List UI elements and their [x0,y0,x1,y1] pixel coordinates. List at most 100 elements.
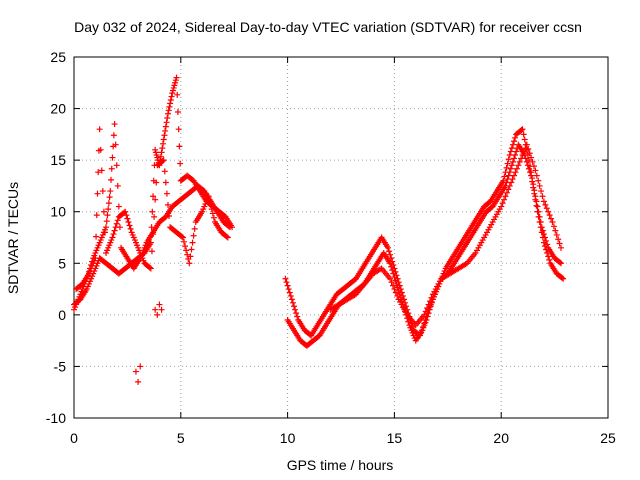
data-point [421,320,428,327]
data-point [386,248,393,255]
data-point [499,200,506,207]
x-tick-label: 25 [600,430,616,446]
data-point [392,289,399,296]
data-point [509,176,516,183]
data-point [207,201,214,208]
data-point [109,234,116,241]
data-point [148,248,155,255]
data-point [123,212,130,219]
data-point [282,275,289,282]
x-tick-labels: 0 5 10 15 20 25 [70,430,616,446]
grid-lines [74,57,608,418]
data-point [506,151,513,158]
data-point [288,296,295,303]
data-point [513,148,520,155]
data-point [536,219,543,226]
data-point [391,286,398,293]
y-tick-label: -10 [46,410,66,426]
data-point [125,219,132,226]
data-point [523,141,530,148]
data-point [520,148,527,155]
data-point [154,311,161,318]
data-point [525,145,532,152]
data-point [387,275,394,282]
data-point [164,201,171,208]
data-point [283,279,290,286]
data-point [137,363,144,370]
data-point [512,151,519,158]
data-point [152,306,159,313]
data-point [108,165,115,172]
data-point [188,246,195,253]
data-point [392,277,399,284]
data-point [512,169,519,176]
data-point [163,119,170,126]
data-point [532,167,539,174]
data-point [164,110,171,117]
data-point [387,251,394,258]
data-point [208,206,215,213]
data-point [511,155,518,162]
data-point [506,169,513,176]
data-point [387,260,394,267]
data-point [181,238,188,245]
data-point [559,274,566,281]
y-tick-label: 20 [50,101,66,117]
data-point [518,155,525,162]
data-point [530,163,537,170]
data-point [552,227,559,234]
data-point [96,126,103,133]
data-point [187,253,194,260]
data-point [523,158,530,165]
data-point [158,306,165,313]
data-point [95,169,102,176]
data-point [151,213,158,220]
data-point [525,165,532,172]
data-point [524,162,531,169]
data-point [161,132,168,139]
data-point [539,193,546,200]
y-tick-label: 5 [58,255,66,271]
data-point [135,378,142,385]
data-point [540,198,547,205]
data-point [390,270,397,277]
data-point [285,286,292,293]
data-point [110,132,117,139]
data-point [109,154,116,161]
data-point [159,158,166,165]
data-point [500,177,507,184]
y-tick-label: -5 [54,358,67,374]
data-point [175,126,182,133]
data-point [105,206,112,213]
data-point [553,231,560,238]
data-point [93,233,100,240]
data-point [167,96,174,103]
axis-ticks [73,56,609,419]
data-point [533,202,540,209]
data-point [513,165,520,172]
data-point [394,284,401,291]
data-point [388,263,395,270]
data-point [543,246,550,253]
data-point [210,214,217,221]
data-point [103,218,110,225]
data-point [531,190,538,197]
data-point [126,222,133,229]
data-point [106,194,113,201]
data-point [179,234,186,241]
data-point [519,151,526,158]
data-point [503,189,510,196]
data-point [538,188,545,195]
data-point [528,154,535,161]
data-point [393,280,400,287]
y-tick-label: 15 [50,152,66,168]
data-point [503,164,510,171]
data-point [160,140,166,147]
y-axis-label: SDTVAR / TECUs [5,182,21,294]
y-tick-labels: -10 -5 0 5 10 15 20 25 [46,49,66,426]
data-point [505,186,512,193]
data-point [543,205,550,212]
data-point [174,109,181,116]
data-point [526,150,533,157]
